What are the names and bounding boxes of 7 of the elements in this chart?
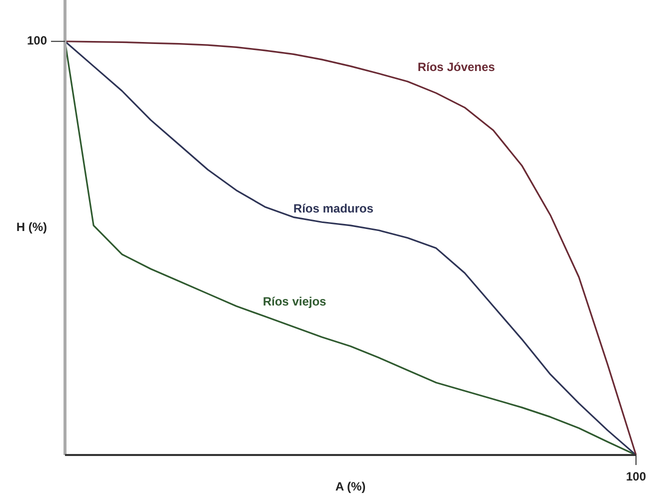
y-axis-title: H (%) (16, 220, 47, 234)
x-axis-title: A (%) (335, 479, 366, 494)
text: 100 (26, 34, 48, 48)
series-label: Ríos viejos (262, 294, 327, 309)
series-label: Ríos maduros (293, 201, 374, 216)
text: 100 (626, 469, 646, 484)
series-label: Ríos Jóvenes (418, 60, 496, 74)
